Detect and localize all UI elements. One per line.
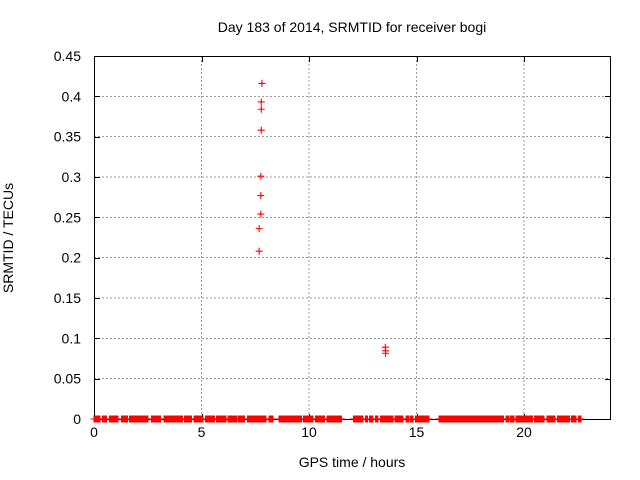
tick-marks: [94, 56, 610, 420]
y-axis-label: SRMTID / TECUs: [0, 182, 16, 294]
data-point-marker: [257, 192, 265, 200]
baseline-segment-caps: [372, 418, 382, 420]
x-tick-label: 0: [90, 424, 98, 440]
baseline-segment-caps: [323, 418, 345, 420]
baseline-segment-caps: [190, 418, 207, 420]
baseline-segment-caps: [543, 418, 559, 420]
baseline-segment-caps: [412, 418, 433, 420]
baseline-segment-caps: [407, 418, 417, 420]
y-tick-label: 0.1: [62, 330, 82, 346]
baseline-segment-caps: [391, 418, 407, 420]
baseline-segment-caps: [275, 418, 305, 420]
baseline-segment-caps: [126, 418, 152, 420]
data-point-marker: [258, 79, 266, 87]
baseline-segment-caps: [300, 418, 317, 420]
baseline-segment-caps: [512, 418, 537, 420]
y-tick-label: 0.2: [62, 250, 82, 266]
baseline-segment-caps: [435, 418, 507, 420]
baseline-points: [90, 415, 585, 423]
y-tick-label: 0: [73, 411, 81, 427]
x-tick-label: 10: [301, 424, 317, 440]
baseline-segment-caps: [530, 418, 548, 420]
y-tick-label: 0.05: [54, 371, 81, 387]
baseline-segment-caps: [106, 418, 122, 420]
baseline-segment-caps: [506, 418, 518, 420]
baseline-segment-caps: [366, 418, 377, 420]
y-tick-label: 0.25: [54, 209, 81, 225]
baseline-segment-caps: [90, 418, 104, 420]
baseline-segment-caps: [235, 418, 249, 420]
baseline-segment-caps: [312, 418, 329, 420]
baseline-segment-caps: [553, 418, 573, 420]
baseline-segment-caps: [376, 418, 397, 420]
baseline-segment-caps: [99, 418, 110, 420]
y-tick-label: 0.35: [54, 129, 81, 145]
plot-border: [94, 56, 611, 420]
x-tick-label: 20: [516, 424, 532, 440]
baseline-segment-caps: [265, 418, 277, 420]
baseline-segment-caps: [568, 418, 580, 420]
baseline-segment-caps: [147, 418, 165, 420]
baseline-segment-caps: [117, 418, 131, 420]
x-tick-label: 15: [409, 424, 425, 440]
data-point-marker: [257, 98, 265, 106]
data-point-marker: [257, 105, 265, 113]
baseline-segment-caps: [574, 418, 585, 420]
data-point-marker: [255, 247, 263, 255]
y-tick-labels: 0 0.05 0.1 0.15 0.2 0.25 0.3 0.35 0.4 0.45: [54, 48, 81, 427]
x-axis-label: GPS time / hours: [298, 454, 406, 470]
x-tick-label: 5: [198, 424, 206, 440]
data-point-marker: [255, 225, 263, 233]
y-tick-label: 0.4: [62, 88, 82, 104]
baseline-segment-caps: [181, 418, 195, 420]
baseline-segment-caps: [160, 418, 186, 420]
y-tick-label: 0.3: [62, 169, 82, 185]
baseline-segment-caps: [349, 418, 367, 420]
chart-title: Day 183 of 2014, SRMTID for receiver bog…: [217, 19, 487, 35]
baseline-segment-caps: [201, 418, 219, 420]
data-point-marker: [257, 172, 265, 180]
baseline-segment-caps: [224, 418, 241, 420]
y-tick-label: 0.45: [54, 48, 81, 64]
data-points: [255, 79, 390, 357]
data-point-marker: [382, 349, 390, 357]
data-point-marker: [257, 210, 265, 218]
baseline-segment-caps: [212, 418, 230, 420]
gridlines: [94, 56, 610, 419]
data-point-marker: [257, 126, 265, 134]
x-tick-labels: 0 5 10 15 20: [90, 424, 532, 440]
y-tick-label: 0.15: [54, 290, 81, 306]
baseline-segment-caps: [243, 418, 270, 420]
